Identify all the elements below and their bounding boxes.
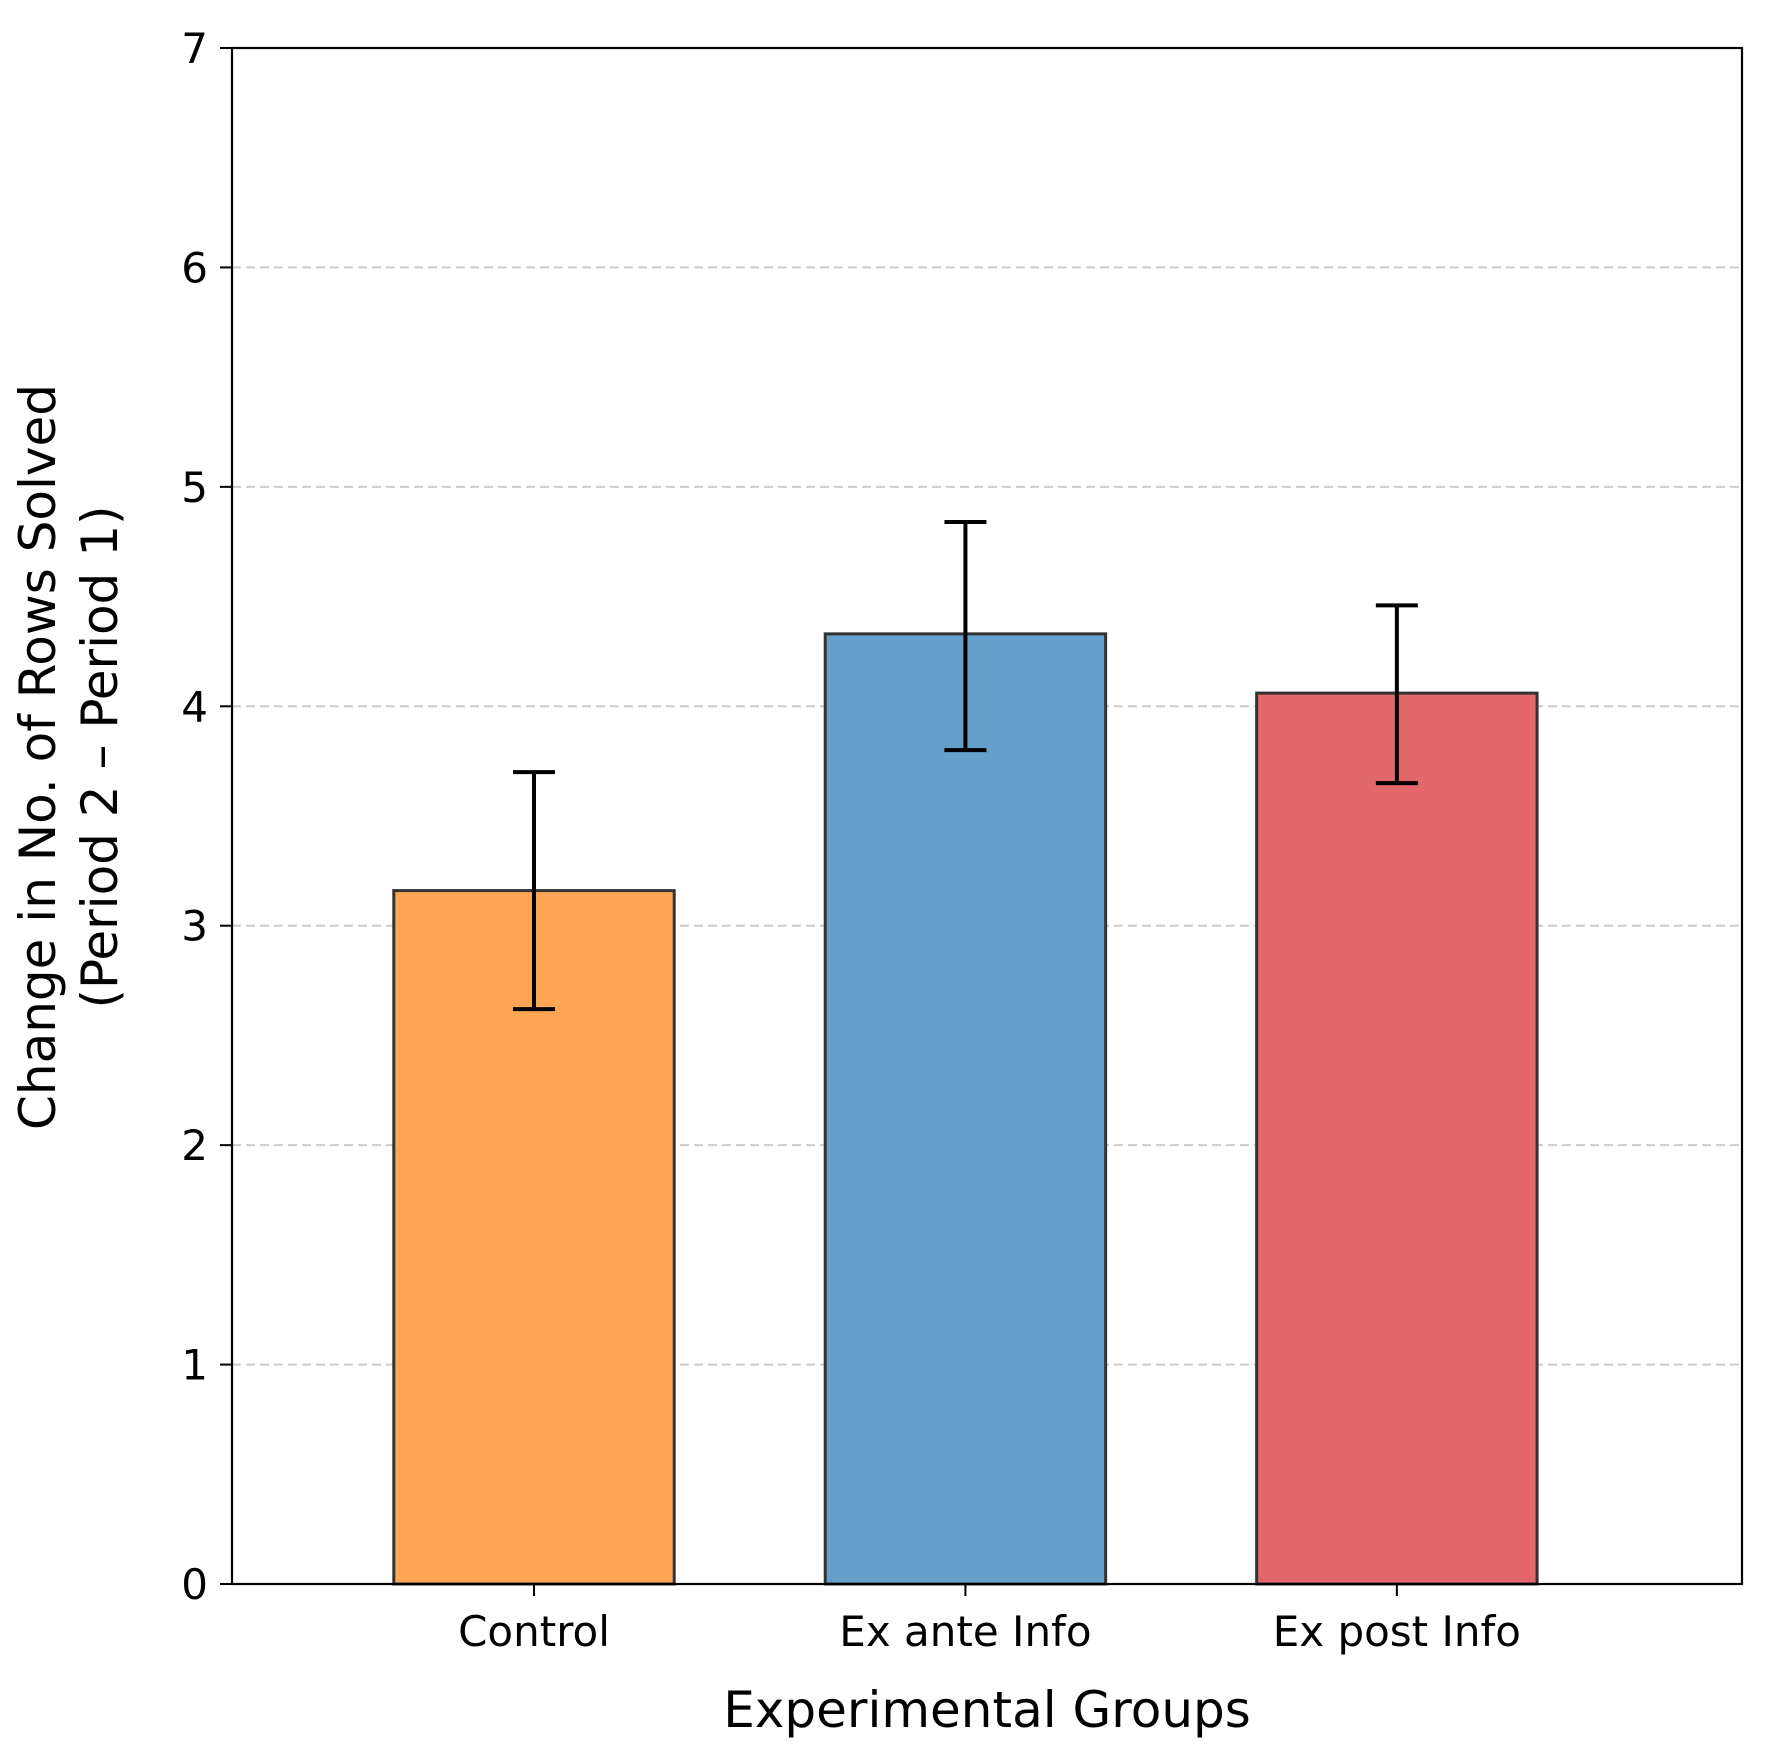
y-tick-label: 3 — [181, 902, 208, 951]
y-tick-label: 6 — [181, 243, 208, 292]
bar — [823, 632, 1108, 1586]
x-tick-label: Control — [458, 1607, 610, 1656]
y-tick-label: 4 — [181, 682, 208, 731]
y-tick-label: 1 — [181, 1341, 208, 1390]
bar — [1255, 691, 1539, 1586]
y-tick-label: 7 — [181, 24, 208, 73]
x-tick-label: Ex post Info — [1273, 1607, 1521, 1656]
y-axis-label-line-2: (Period 2 – Period 1) — [71, 505, 129, 1008]
y-axis-label: Change in No. of Rows Solved (Period 2 –… — [9, 384, 129, 1130]
x-tick-label: Ex ante Info — [839, 1607, 1091, 1656]
y-tick-label: 0 — [181, 1560, 208, 1609]
y-tick-label: 2 — [181, 1121, 208, 1170]
y-axis-label-line-1: Change in No. of Rows Solved — [9, 384, 67, 1130]
y-axis-ticks: 0 1 2 3 4 5 6 7 — [181, 24, 232, 1609]
y-tick-label: 5 — [181, 463, 208, 512]
x-axis-label: Experimental Groups — [723, 1681, 1251, 1739]
error-bars — [513, 519, 1418, 1012]
bars — [392, 632, 1539, 1586]
x-axis-ticks: Control Ex ante Info Ex post Info — [458, 1584, 1521, 1656]
plot-frame — [230, 46, 1744, 1586]
